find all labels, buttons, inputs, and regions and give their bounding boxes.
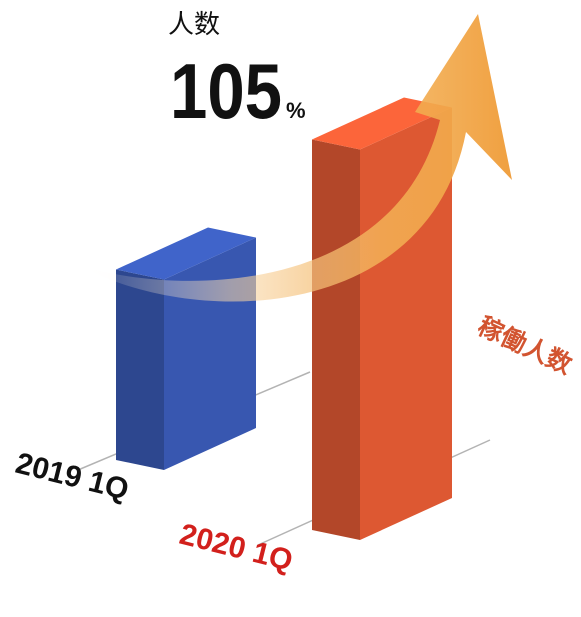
category-label-2020: 2020 1Q <box>176 518 296 578</box>
bar-2020-front-face <box>312 139 360 540</box>
category-label-2019: 2019 1Q <box>12 447 132 507</box>
headline-value: 105 <box>170 47 282 135</box>
bar-2019-top-face <box>116 227 256 280</box>
bar-2019 <box>116 227 256 470</box>
series-label: 稼働人数 <box>473 311 577 380</box>
bar-2019-front-face <box>116 269 164 470</box>
headline-label: 人数 <box>168 10 220 40</box>
headline-unit: % <box>286 98 306 123</box>
growth-arrow <box>80 14 512 302</box>
bars-group <box>116 97 452 541</box>
